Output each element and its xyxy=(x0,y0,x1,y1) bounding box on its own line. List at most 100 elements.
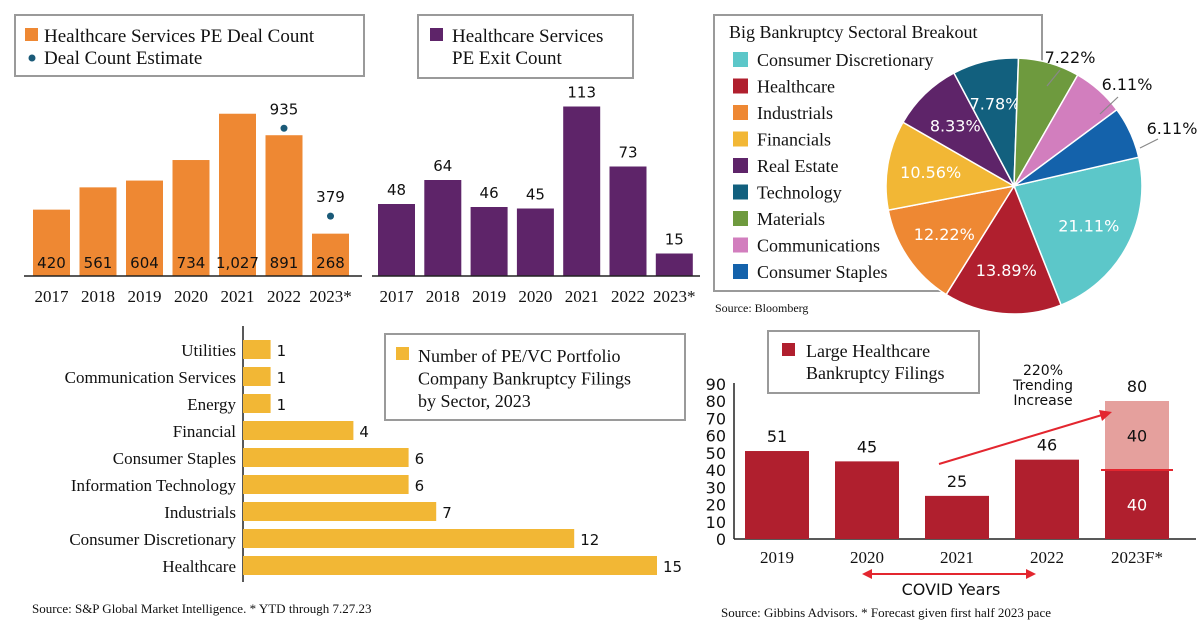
pie-leader-line xyxy=(1139,138,1159,149)
legend-swatch-filings xyxy=(396,347,409,360)
trend-annotation-label: Trending xyxy=(1012,378,1073,394)
y-tick-label: Information Technology xyxy=(71,476,237,495)
bar-total-label: 25 xyxy=(947,472,967,491)
legend-label-large-filings: Bankruptcy Filings xyxy=(806,363,945,383)
trend-annotation-label: 220% xyxy=(1023,363,1063,379)
estimate-marker xyxy=(280,124,288,132)
bar-total-label: 45 xyxy=(857,437,877,456)
trend-arrow-head xyxy=(1099,410,1112,421)
bar-filings xyxy=(243,556,657,575)
bar-filings-actual xyxy=(1015,459,1079,539)
legend-swatch-sector xyxy=(733,158,748,173)
bar-exit-count xyxy=(378,204,415,276)
legend-box-exit-count xyxy=(417,14,634,79)
y-tick-label: 70 xyxy=(706,409,726,428)
bar-value-label: 734 xyxy=(177,254,206,272)
bar-value-label: 7 xyxy=(442,504,452,522)
bar-filings-forecast xyxy=(1105,401,1169,470)
bar-value-label: 15 xyxy=(663,558,682,576)
x-tick-label: 2019 xyxy=(128,287,162,306)
covid-label: COVID Years xyxy=(902,580,1001,599)
bar-value-label: 4 xyxy=(359,423,369,441)
bar-value-label: 73 xyxy=(618,144,637,162)
bar-deal-count xyxy=(219,113,256,276)
bar-value-label: 6 xyxy=(415,450,425,468)
y-tick-label: 80 xyxy=(706,392,726,411)
legend-box-large-filings xyxy=(767,330,980,394)
pie-leader-line xyxy=(1046,69,1061,87)
pie-slice-label: 7.78% xyxy=(970,95,1021,114)
legend-swatch-sector xyxy=(733,264,748,279)
legend-box-filings xyxy=(384,333,686,421)
y-tick-label: Consumer Staples xyxy=(113,449,236,468)
pie-slice xyxy=(887,184,1016,296)
bar-filings-actual xyxy=(835,461,899,539)
y-tick-label: Communication Services xyxy=(65,368,236,387)
bar-value-label: 1 xyxy=(277,369,287,387)
legend-label-sector: Healthcare xyxy=(757,77,835,97)
bar-value-label: 561 xyxy=(84,254,113,272)
x-tick-label: 2020 xyxy=(850,548,884,567)
trend-arrow-line xyxy=(938,414,1103,465)
legend-swatch-sector xyxy=(733,52,748,67)
bar-value-label: 45 xyxy=(526,186,545,204)
pie-slice-label: 8.33% xyxy=(930,116,981,135)
y-tick-label: 40 xyxy=(706,461,726,480)
x-tick-label: 2022 xyxy=(1030,548,1064,567)
x-tick-label: 2019 xyxy=(472,287,506,306)
x-tick-label: 2018 xyxy=(426,287,460,306)
legend-label-filings: by Sector, 2023 xyxy=(418,391,531,411)
pie-slice xyxy=(1013,108,1140,187)
legend-label-sector: Industrials xyxy=(757,103,833,123)
bar-filings xyxy=(243,421,354,440)
segment-value-label: 40 xyxy=(1127,496,1147,515)
y-tick-label: Healthcare xyxy=(162,557,236,576)
x-tick-label: 2023* xyxy=(653,287,696,306)
bar-value-label: 420 xyxy=(37,254,66,272)
pie-slice xyxy=(885,121,1017,211)
bar-value-label: 46 xyxy=(480,184,499,202)
legend-swatch-sector xyxy=(733,237,748,253)
pie-title: Big Bankruptcy Sectoral Breakout xyxy=(729,22,977,42)
legend-swatch-sector xyxy=(733,211,748,226)
bar-deal-count xyxy=(126,180,163,276)
bar-deal-count xyxy=(312,233,349,276)
legend-label-exit-count: Healthcare Services PE Exit Count xyxy=(452,26,603,69)
legend-swatch-sector xyxy=(733,184,748,200)
legend-box-deal-count xyxy=(14,14,365,77)
bar-deal-count xyxy=(79,187,117,276)
bar-exit-count xyxy=(470,207,508,276)
pie-slice xyxy=(945,184,1063,315)
pie-slice-label: 10.56% xyxy=(900,163,961,182)
legend-label-sector: Real Estate xyxy=(757,156,838,176)
bar-value-label: 268 xyxy=(316,254,345,272)
bar-value-label: 64 xyxy=(433,157,452,175)
x-tick-label: 2021 xyxy=(565,287,599,306)
legend-label-sector: Communications xyxy=(757,236,880,256)
legend-label-sector: Technology xyxy=(757,183,842,203)
legend-swatch-deal-count xyxy=(25,28,38,41)
pie-slice-label: 6.11% xyxy=(1147,119,1198,138)
legend-marker-estimate xyxy=(28,54,36,62)
y-tick-label: 20 xyxy=(706,496,726,515)
bar-value-label: 1 xyxy=(277,396,287,414)
bar-value-label: 15 xyxy=(665,231,684,249)
trend-annotation-label: Increase xyxy=(1013,393,1072,409)
y-tick-label: 60 xyxy=(706,427,726,446)
bar-total-label: 46 xyxy=(1037,436,1057,455)
bar-value-label: 1,027 xyxy=(216,254,259,272)
legend-label-filings: Number of PE/VC Portfolio xyxy=(418,346,621,366)
y-tick-label: 50 xyxy=(706,444,726,463)
legend-swatch-sector xyxy=(733,105,748,120)
x-tick-label: 2023F* xyxy=(1111,548,1163,567)
x-tick-label: 2019 xyxy=(760,548,794,567)
pie-slice-label: 7.22% xyxy=(1045,48,1096,67)
bar-filings xyxy=(243,502,437,521)
bar-exit-count xyxy=(655,253,693,276)
legend-swatch-sector xyxy=(733,131,748,147)
segment-value-label: 40 xyxy=(1127,427,1147,446)
bar-total-label: 80 xyxy=(1127,377,1147,396)
bar-deal-count xyxy=(172,160,210,276)
bar-filings xyxy=(243,475,409,494)
